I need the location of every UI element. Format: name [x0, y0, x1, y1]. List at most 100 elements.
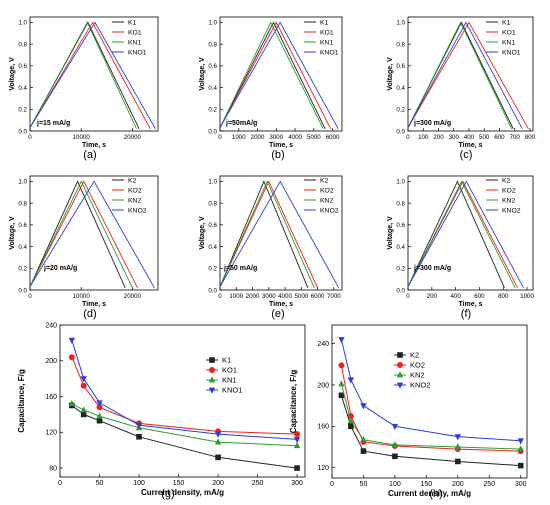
- x-tick-label: 0: [406, 293, 410, 300]
- y-tick-label: 0.6: [18, 63, 27, 70]
- legend-marker-KN1: [208, 376, 216, 383]
- x-tick-label: 20000: [124, 134, 142, 141]
- legend-label: KNO1: [128, 50, 147, 57]
- x-tick-label: 2000: [246, 293, 260, 300]
- data-point-KO1: [96, 404, 103, 411]
- data-point-K1: [294, 465, 300, 471]
- x-tick-label: 0: [218, 293, 222, 300]
- plot-frame: [407, 175, 534, 291]
- legend-label: KN2: [410, 371, 425, 380]
- legend-label: K2: [502, 178, 511, 185]
- series-line-KO2: [219, 180, 319, 288]
- x-tick-label: 600: [494, 134, 505, 141]
- data-point-K1: [80, 411, 87, 418]
- x-tick-label: 0: [330, 481, 334, 488]
- y-axis-label: Capacitance, F/g: [289, 370, 298, 434]
- legend-label: KO1: [502, 30, 516, 37]
- x-axis-label: Time, s: [459, 301, 483, 308]
- panel-label: (h): [429, 488, 442, 500]
- y-axis-label: Voltage, V: [387, 57, 394, 91]
- y-tick-label: 1.0: [396, 179, 405, 186]
- data-point-KN1: [68, 399, 76, 407]
- x-tick-label: 800: [525, 134, 536, 141]
- series-line-KN1: [29, 21, 137, 129]
- x-tick-label: 700: [510, 134, 521, 141]
- data-point-KN2: [454, 443, 462, 450]
- y-tick-label: 1.0: [18, 20, 27, 27]
- x-tick-label: 100: [389, 481, 401, 488]
- series-line-KN2: [407, 180, 516, 289]
- legend-label: KO1: [128, 30, 142, 37]
- y-tick-label: 0.4: [396, 85, 405, 92]
- y-tick-label: 0.4: [18, 244, 27, 251]
- legend-label: KN2: [320, 198, 333, 205]
- y-axis-label: Capacitance, F/g: [17, 369, 26, 433]
- data-point-KNO2: [517, 438, 524, 445]
- x-tick-label: 500: [479, 134, 490, 141]
- y-tick-label: 160: [317, 424, 329, 431]
- legend-label: KN2: [502, 198, 515, 205]
- y-axis-label: Voltage, V: [9, 57, 16, 91]
- panel-label: (c): [460, 149, 473, 161]
- plot-frame: [331, 324, 528, 479]
- y-tick-label: 0.8: [18, 41, 27, 48]
- data-point-KN2: [517, 445, 524, 452]
- data-point-KO1: [294, 431, 301, 438]
- series-line-KO1: [29, 21, 151, 130]
- y-tick-label: 1.0: [396, 20, 405, 27]
- legend-label: KNO1: [320, 50, 339, 57]
- series-line-KN2: [340, 383, 521, 450]
- data-point-KNO2: [338, 337, 345, 344]
- legend-label: K1: [222, 356, 231, 365]
- series-line-KO2: [29, 180, 138, 289]
- data-point-KNO2: [360, 403, 367, 410]
- data-point-KN1: [96, 412, 103, 419]
- x-tick-label: 1000: [232, 134, 246, 141]
- data-point-K2: [392, 453, 398, 460]
- panel-label: (g): [161, 488, 174, 500]
- y-tick-label: 0.4: [208, 244, 217, 251]
- data-point-KN2: [338, 380, 345, 387]
- series-line-KNO2: [29, 180, 155, 289]
- data-point-K1: [215, 454, 221, 461]
- y-tick-label: 240: [317, 341, 329, 348]
- x-tick-label: 50: [96, 480, 104, 487]
- x-tick-label: 0: [28, 134, 32, 141]
- series-line-K2: [340, 395, 521, 467]
- current-density-annotation: j=50mA/g: [225, 120, 257, 127]
- current-density-annotation: j=50 mA/g: [223, 265, 257, 272]
- y-tick-label: 200: [317, 382, 329, 389]
- x-tick-label: 100: [133, 480, 145, 487]
- x-tick-label: 0: [406, 134, 410, 141]
- x-tick-label: 0: [58, 480, 62, 487]
- series-line-KNO2: [407, 180, 524, 289]
- y-tick-label: 0.8: [396, 41, 405, 48]
- current-density-annotation: j=20 mA/g: [43, 265, 77, 272]
- y-tick-label: 200: [45, 358, 57, 365]
- panel-label: (d): [83, 308, 96, 320]
- legend-label: KN2: [128, 198, 141, 205]
- x-tick-label: 5000: [307, 134, 321, 141]
- y-tick-label: 0.6: [18, 222, 27, 229]
- y-tick-label: 120: [317, 465, 329, 472]
- panel-a: 0 10000 20000 0.0 0.2 0.4 0.6 0.8 1.0 Time, s Volt…: [9, 16, 159, 161]
- x-axis-label: Time, s: [269, 142, 293, 149]
- x-tick-label: 3000: [269, 134, 283, 141]
- y-tick-label: 0.0: [396, 128, 405, 135]
- x-tick-label: 3000: [262, 293, 276, 300]
- series-line-KNO1: [71, 340, 298, 440]
- y-tick-label: 0.0: [208, 287, 217, 294]
- y-tick-label: 120: [45, 430, 57, 437]
- y-axis-label: Voltage, V: [387, 216, 394, 250]
- series-line-K2: [29, 180, 126, 288]
- x-tick-label: 4000: [288, 134, 302, 141]
- series-line-KO1: [219, 21, 332, 130]
- panel-g: 0 50 100 150 200 250 300 80 120 160 200 240 Current …: [17, 322, 306, 500]
- x-axis-label: Time, s: [82, 301, 106, 308]
- series-line-KO2: [340, 365, 521, 452]
- data-point-KO1: [68, 354, 75, 361]
- y-tick-label: 0.4: [396, 244, 405, 251]
- data-point-KN1: [214, 438, 222, 445]
- y-tick-label: 0.2: [208, 266, 217, 273]
- series-line-K2: [219, 180, 309, 288]
